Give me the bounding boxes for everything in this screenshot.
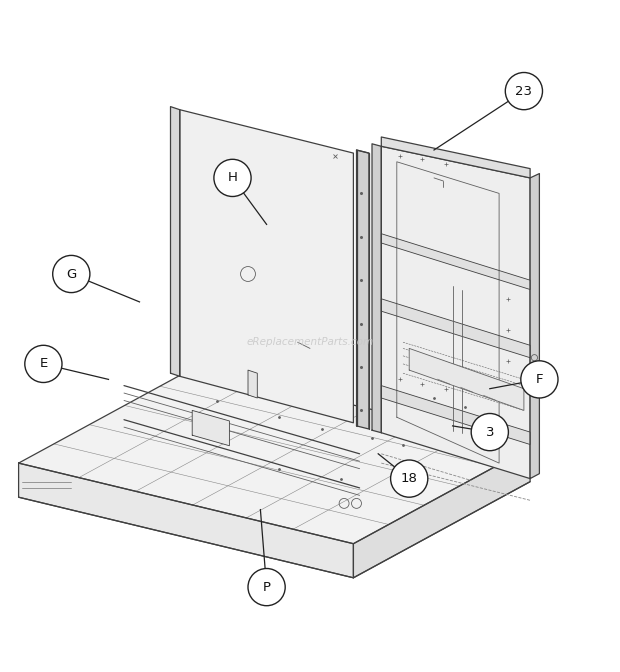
Polygon shape — [381, 386, 530, 444]
Polygon shape — [381, 137, 530, 178]
Circle shape — [53, 255, 90, 292]
Text: F: F — [536, 373, 543, 386]
Text: 23: 23 — [515, 85, 533, 97]
Polygon shape — [19, 463, 353, 578]
Polygon shape — [180, 110, 353, 423]
Polygon shape — [192, 411, 229, 446]
Text: G: G — [66, 267, 76, 280]
Circle shape — [25, 345, 62, 382]
Circle shape — [471, 413, 508, 451]
Polygon shape — [372, 144, 381, 433]
Polygon shape — [381, 146, 530, 478]
Polygon shape — [530, 173, 539, 478]
Text: P: P — [263, 581, 270, 593]
Polygon shape — [409, 348, 524, 411]
Polygon shape — [356, 150, 369, 429]
Text: H: H — [228, 171, 237, 184]
Text: eReplacementParts.com: eReplacementParts.com — [246, 337, 374, 347]
Text: E: E — [39, 358, 48, 370]
Circle shape — [391, 460, 428, 497]
Circle shape — [214, 159, 251, 196]
Polygon shape — [381, 234, 530, 290]
Polygon shape — [353, 448, 530, 578]
Circle shape — [521, 361, 558, 398]
Polygon shape — [248, 370, 257, 398]
Polygon shape — [19, 367, 530, 544]
Polygon shape — [381, 299, 530, 358]
Circle shape — [248, 569, 285, 605]
Circle shape — [505, 73, 542, 110]
Polygon shape — [170, 107, 180, 376]
Text: 3: 3 — [485, 425, 494, 439]
Text: 18: 18 — [401, 472, 418, 485]
